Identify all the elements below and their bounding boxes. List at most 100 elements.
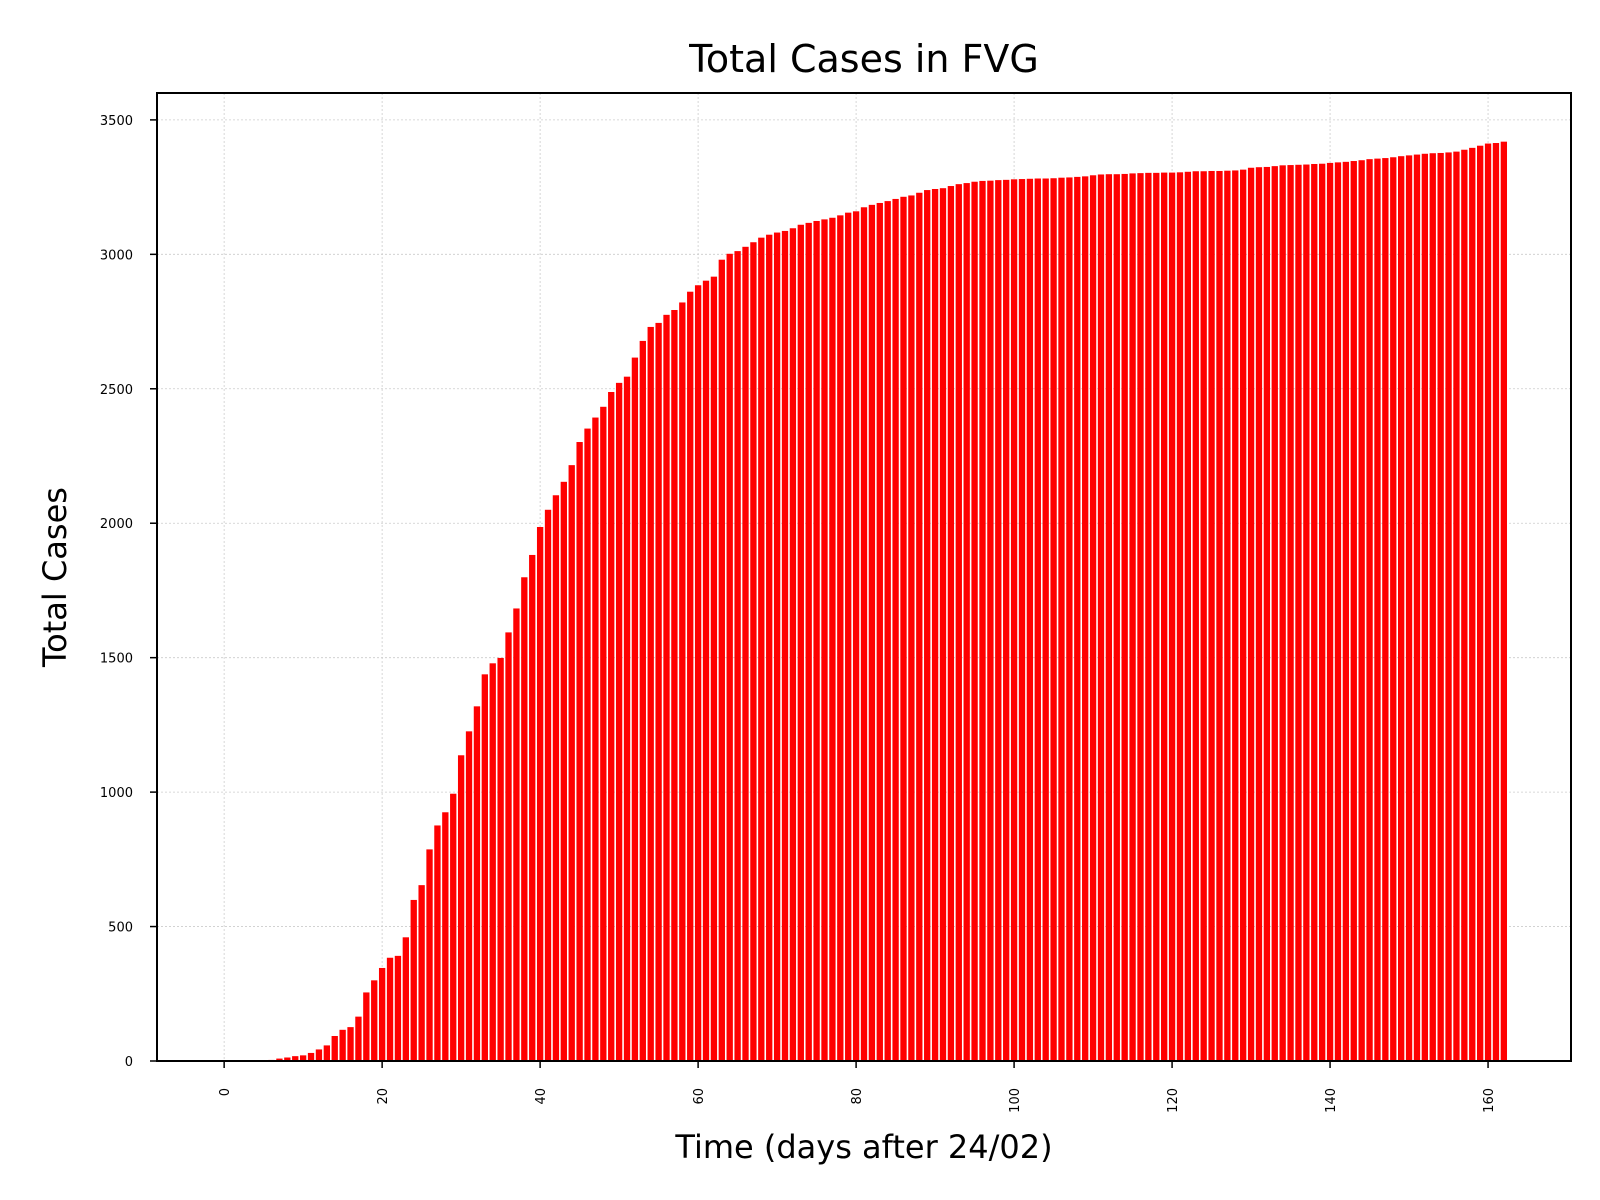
bar [418, 885, 424, 1061]
bar [1122, 174, 1128, 1061]
bar [774, 233, 780, 1061]
bar [932, 189, 938, 1061]
bar [987, 181, 993, 1061]
bar [379, 968, 385, 1061]
bar [584, 429, 590, 1061]
bar [924, 190, 930, 1061]
bar [466, 731, 472, 1061]
bar [1169, 173, 1175, 1061]
bar [458, 755, 464, 1061]
bar [1011, 179, 1017, 1061]
bar [355, 1017, 361, 1061]
bar [1343, 162, 1349, 1061]
bar [1311, 164, 1317, 1061]
bar [529, 555, 535, 1061]
bar [1493, 143, 1499, 1061]
bar [1208, 171, 1214, 1061]
bar [1106, 174, 1112, 1061]
bar [734, 251, 740, 1061]
bar [971, 182, 977, 1061]
bar [553, 495, 559, 1061]
bar [892, 199, 898, 1061]
bar [1035, 179, 1041, 1061]
bar [1422, 154, 1428, 1061]
bar [339, 1030, 345, 1061]
bar [426, 849, 432, 1061]
bar [513, 608, 519, 1061]
bar [324, 1045, 330, 1061]
x-axis-label: Time (days after 24/02) [674, 1128, 1052, 1166]
x-tick-label: 80 [850, 1088, 865, 1105]
bar [940, 188, 946, 1061]
bar [1240, 170, 1246, 1061]
bar [900, 197, 906, 1061]
bar [332, 1036, 338, 1061]
chart-title: Total Cases in FVG [688, 37, 1039, 81]
bar [363, 992, 369, 1061]
y-tick-label: 2500 [100, 383, 133, 398]
bar [616, 383, 622, 1061]
bar [1177, 172, 1183, 1061]
bar [766, 235, 772, 1061]
bar [1264, 167, 1270, 1061]
x-tick-label: 160 [1482, 1088, 1497, 1113]
bar [845, 213, 851, 1061]
bar [592, 418, 598, 1061]
bar [1003, 180, 1009, 1061]
bar [576, 442, 582, 1061]
bar [790, 228, 796, 1061]
bar [679, 302, 685, 1061]
bar [1351, 161, 1357, 1061]
bar [711, 277, 717, 1061]
bar [505, 632, 511, 1061]
bar [545, 510, 551, 1061]
x-tick-label: 20 [376, 1088, 391, 1105]
bar [1224, 171, 1230, 1061]
y-tick-label: 3500 [100, 114, 133, 129]
bar [861, 207, 867, 1061]
bar [758, 238, 764, 1061]
bar [648, 327, 654, 1061]
y-tick-label: 1000 [100, 786, 133, 801]
bar [1485, 144, 1491, 1061]
bar [1280, 165, 1286, 1061]
bar [1145, 173, 1151, 1061]
bar [1437, 153, 1443, 1061]
bar [750, 242, 756, 1061]
bar [640, 341, 646, 1061]
bar [1453, 152, 1459, 1061]
y-tick-label: 500 [108, 921, 133, 936]
x-tick-label: 60 [692, 1088, 707, 1105]
x-tick-label: 0 [218, 1088, 233, 1096]
bar [537, 527, 543, 1061]
y-tick-label: 3000 [100, 248, 133, 263]
bar [1414, 155, 1420, 1061]
bar [1390, 157, 1396, 1061]
bar [521, 577, 527, 1061]
bar [1327, 163, 1333, 1061]
bar [655, 323, 661, 1061]
bar [1098, 174, 1104, 1061]
bar [869, 205, 875, 1061]
bar [1090, 175, 1096, 1061]
bar [908, 195, 914, 1061]
bar [1335, 162, 1341, 1061]
bar [1058, 178, 1064, 1061]
bar [608, 392, 614, 1061]
bar [1319, 164, 1325, 1061]
bar [1477, 146, 1483, 1061]
bar [1256, 167, 1262, 1061]
bar [829, 218, 835, 1061]
bar [434, 825, 440, 1061]
bar [1050, 178, 1056, 1061]
bar [798, 225, 804, 1061]
bar [347, 1027, 353, 1061]
bar [1295, 165, 1301, 1061]
bar [403, 937, 409, 1061]
bar [1201, 171, 1207, 1061]
bar [1019, 179, 1025, 1061]
bar [663, 315, 669, 1061]
bar [632, 358, 638, 1061]
bar [956, 184, 962, 1061]
